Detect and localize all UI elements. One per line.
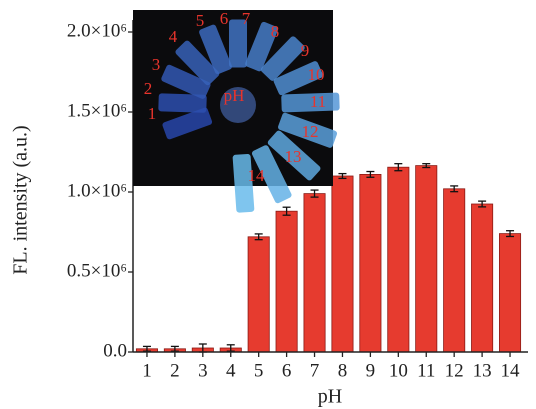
inset-vial [281,92,340,113]
error-bar [282,206,291,216]
inset-center-label: pH [224,86,245,105]
x-tick-label: 6 [282,360,292,381]
x-tick-label: 3 [198,360,208,381]
inset-vial [251,145,292,204]
x-tick-label: 12 [445,360,464,381]
error-bar [506,230,515,238]
inset-label: 13 [285,147,302,166]
x-tick-label: 11 [417,360,435,381]
bar [275,210,298,353]
inset-label: 4 [169,27,178,46]
x-tick-label: 7 [310,360,320,381]
x-tick-label: 2 [170,360,180,381]
inset-label: 9 [301,41,310,60]
inset-label: 6 [220,9,229,28]
inset-glow [220,87,256,123]
inset-label: 14 [248,166,266,185]
inset-label: 11 [310,92,326,111]
bar [331,175,354,353]
y-tick-label: 1.0×10⁶ [67,180,127,201]
inset-label: 8 [271,22,280,41]
x-tick-label: 1 [142,360,152,381]
inset-vial [278,112,338,148]
inset-label: 10 [308,65,325,84]
x-tick-label: 8 [338,360,348,381]
inset-label: 5 [196,11,205,30]
x-tick-label: 10 [389,360,408,381]
bar [415,165,438,353]
inset-vial [161,64,211,99]
inset-label: 2 [144,79,153,98]
inset-vial [273,61,323,96]
y-tick-label: 2.0×10⁶ [67,20,127,41]
inset-label: 1 [148,104,157,123]
bar [443,188,466,353]
inset-vial [232,153,255,213]
inset-label: 12 [302,122,319,141]
bar [247,236,270,353]
bar [387,166,410,353]
inset-label: 7 [242,9,251,28]
inset-vial [260,36,305,81]
inset-vial [175,40,220,86]
x-tick-label: 13 [473,360,492,381]
bar [499,233,522,353]
inset-vial [245,21,279,72]
error-bar [226,344,235,352]
y-tick-label: 1.5×10⁶ [67,100,127,121]
inset-vial [267,130,321,181]
bar [359,173,382,353]
inset-vial [158,93,207,113]
inset-vial [162,107,213,140]
error-bar [142,345,151,352]
error-bar [394,163,403,172]
error-bar [450,185,459,193]
x-tick-label: 9 [366,360,376,381]
x-tick-label: 5 [254,360,264,381]
y-tick-label: 0.5×10⁶ [67,260,127,281]
bar [303,193,326,353]
error-bar [310,189,319,198]
error-bar [170,345,179,352]
x-tick-label: 4 [226,360,236,381]
x-axis-title: pH [318,386,342,408]
inset-vial [199,24,232,75]
error-bar [338,172,347,180]
error-bar [478,200,487,208]
error-bar [254,233,263,241]
inset-vial [229,19,247,68]
error-bar [422,163,431,169]
y-tick-label: 0.0 [103,340,127,361]
inset-label: 3 [152,55,161,74]
bar [471,203,494,353]
error-bar [366,170,375,178]
x-tick-label: 14 [501,360,521,381]
y-axis-title: FL. intensity (a.u.) [10,125,32,274]
